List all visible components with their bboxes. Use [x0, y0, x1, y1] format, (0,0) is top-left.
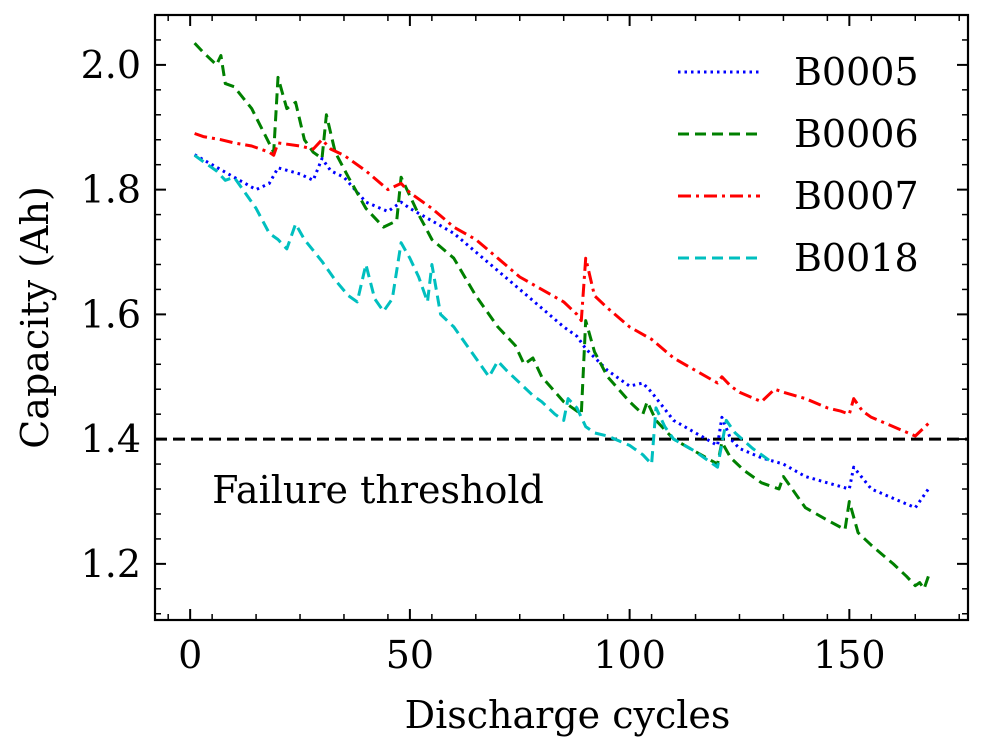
x-tick-label: 0 [178, 633, 202, 677]
x-tick-label: 100 [593, 633, 666, 677]
series-line-b0006 [193, 42, 930, 591]
legend-label: B0005 [794, 50, 919, 94]
series-layer [193, 42, 930, 591]
ticks-layer: 0 50 100 150 1.2 1.4 1.6 1.8 2.0 [81, 14, 968, 677]
y-tick-label: 1.4 [81, 417, 141, 461]
y-tick-label: 1.2 [81, 542, 141, 586]
legend-label: B0018 [794, 236, 919, 280]
y-axis-label: Capacity (Ah) [13, 186, 57, 449]
plot-area [153, 13, 970, 622]
x-tick-label: 50 [386, 633, 434, 677]
legend-label: B0007 [794, 174, 919, 218]
y-tick-label: 1.6 [81, 292, 141, 336]
failure-threshold-label: Failure threshold [212, 468, 544, 512]
series-line-b0005 [193, 153, 930, 510]
series-line-b0018 [193, 154, 772, 469]
legend: B0005 B0006 B0007 B0018 [678, 50, 919, 280]
x-axis-label: Discharge cycles [405, 693, 731, 737]
y-tick-label: 1.8 [81, 168, 141, 212]
legend-label: B0006 [794, 112, 919, 156]
y-tick-label: 2.0 [81, 43, 141, 87]
plot-frame [153, 13, 970, 622]
x-tick-label: 150 [813, 633, 886, 677]
